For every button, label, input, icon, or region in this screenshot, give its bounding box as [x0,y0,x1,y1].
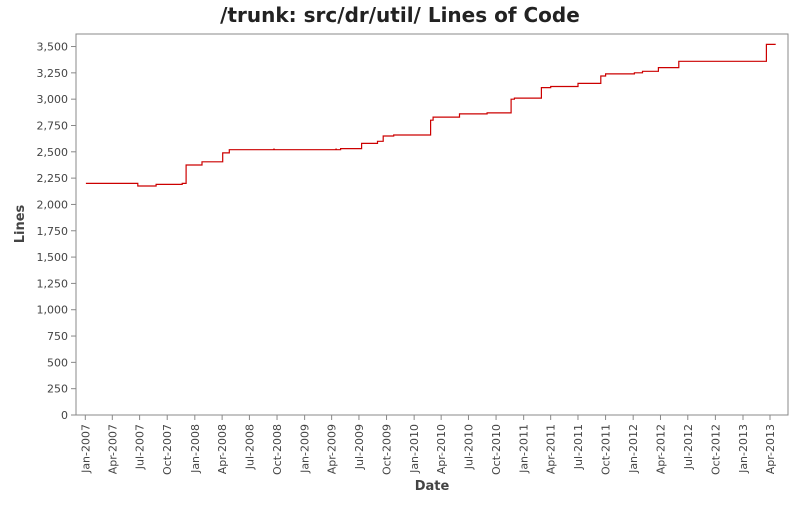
x-tick-label: Oct-2008 [271,424,284,475]
x-tick-label: Jan-2010 [408,424,421,474]
x-tick-label: Apr-2013 [764,424,777,474]
x-tick-label: Apr-2009 [326,424,339,474]
x-tick-label: Jul-2012 [682,424,695,470]
y-tick-label: 2,750 [37,119,69,132]
x-tick-label: Oct-2007 [161,424,174,475]
x-tick-label: Jan-2009 [299,424,312,474]
y-tick-label: 3,250 [37,67,69,80]
x-tick-label: Apr-2010 [435,424,448,474]
y-tick-label: 500 [47,356,68,369]
x-tick-label: Apr-2007 [106,424,119,474]
y-tick-label: 750 [47,330,68,343]
y-tick-label: 1,750 [37,225,69,238]
series-layer [85,43,776,187]
x-axis: Jan-2007 Apr-2007 Jul-2007 Oct-2007 Jan-2008… [79,415,777,475]
x-tick-label: Oct-2009 [381,424,394,475]
y-tick-label: 3,500 [37,41,69,54]
y-tick-label: 3,000 [37,93,69,106]
y-axis-label: Lines [13,204,28,243]
x-tick-label: Jan-2012 [627,424,640,474]
x-tick-label: Apr-2012 [654,424,667,474]
y-tick-label: 1,250 [37,277,69,290]
y-axis: 0 250 500 750 1,000 1,250 1,500 1,750 2,000 2,250… [37,41,76,422]
x-tick-label: Jul-2008 [243,424,256,470]
x-tick-label: Jan-2008 [189,424,202,474]
x-tick-label: Jul-2011 [572,424,585,470]
chart-title: /trunk: src/dr/util/ Lines of Code [220,3,580,27]
x-tick-label: Jul-2007 [134,424,147,470]
x-tick-label: Apr-2008 [216,424,229,474]
y-tick-label: 2,250 [37,172,69,185]
x-tick-label: Jan-2011 [518,424,531,474]
x-tick-label: Oct-2010 [490,424,503,475]
plot-area [75,33,789,416]
x-tick-label: Apr-2011 [545,424,558,474]
series-line [85,43,776,187]
y-tick-label: 2,500 [37,146,69,159]
x-tick-label: Jul-2009 [353,424,366,470]
x-tick-label: Jul-2010 [462,424,475,470]
y-tick-label: 1,500 [37,251,69,264]
x-tick-label: Oct-2012 [709,424,722,475]
x-tick-label: Jan-2007 [79,424,92,474]
y-tick-label: 250 [47,383,68,396]
x-tick-label: Oct-2011 [600,424,613,475]
x-axis-label: Date [415,479,450,494]
y-tick-label: 2,000 [37,198,69,211]
y-tick-label: 1,000 [37,304,69,317]
y-tick-label: 0 [61,409,68,422]
x-tick-label: Jan-2013 [737,424,750,474]
